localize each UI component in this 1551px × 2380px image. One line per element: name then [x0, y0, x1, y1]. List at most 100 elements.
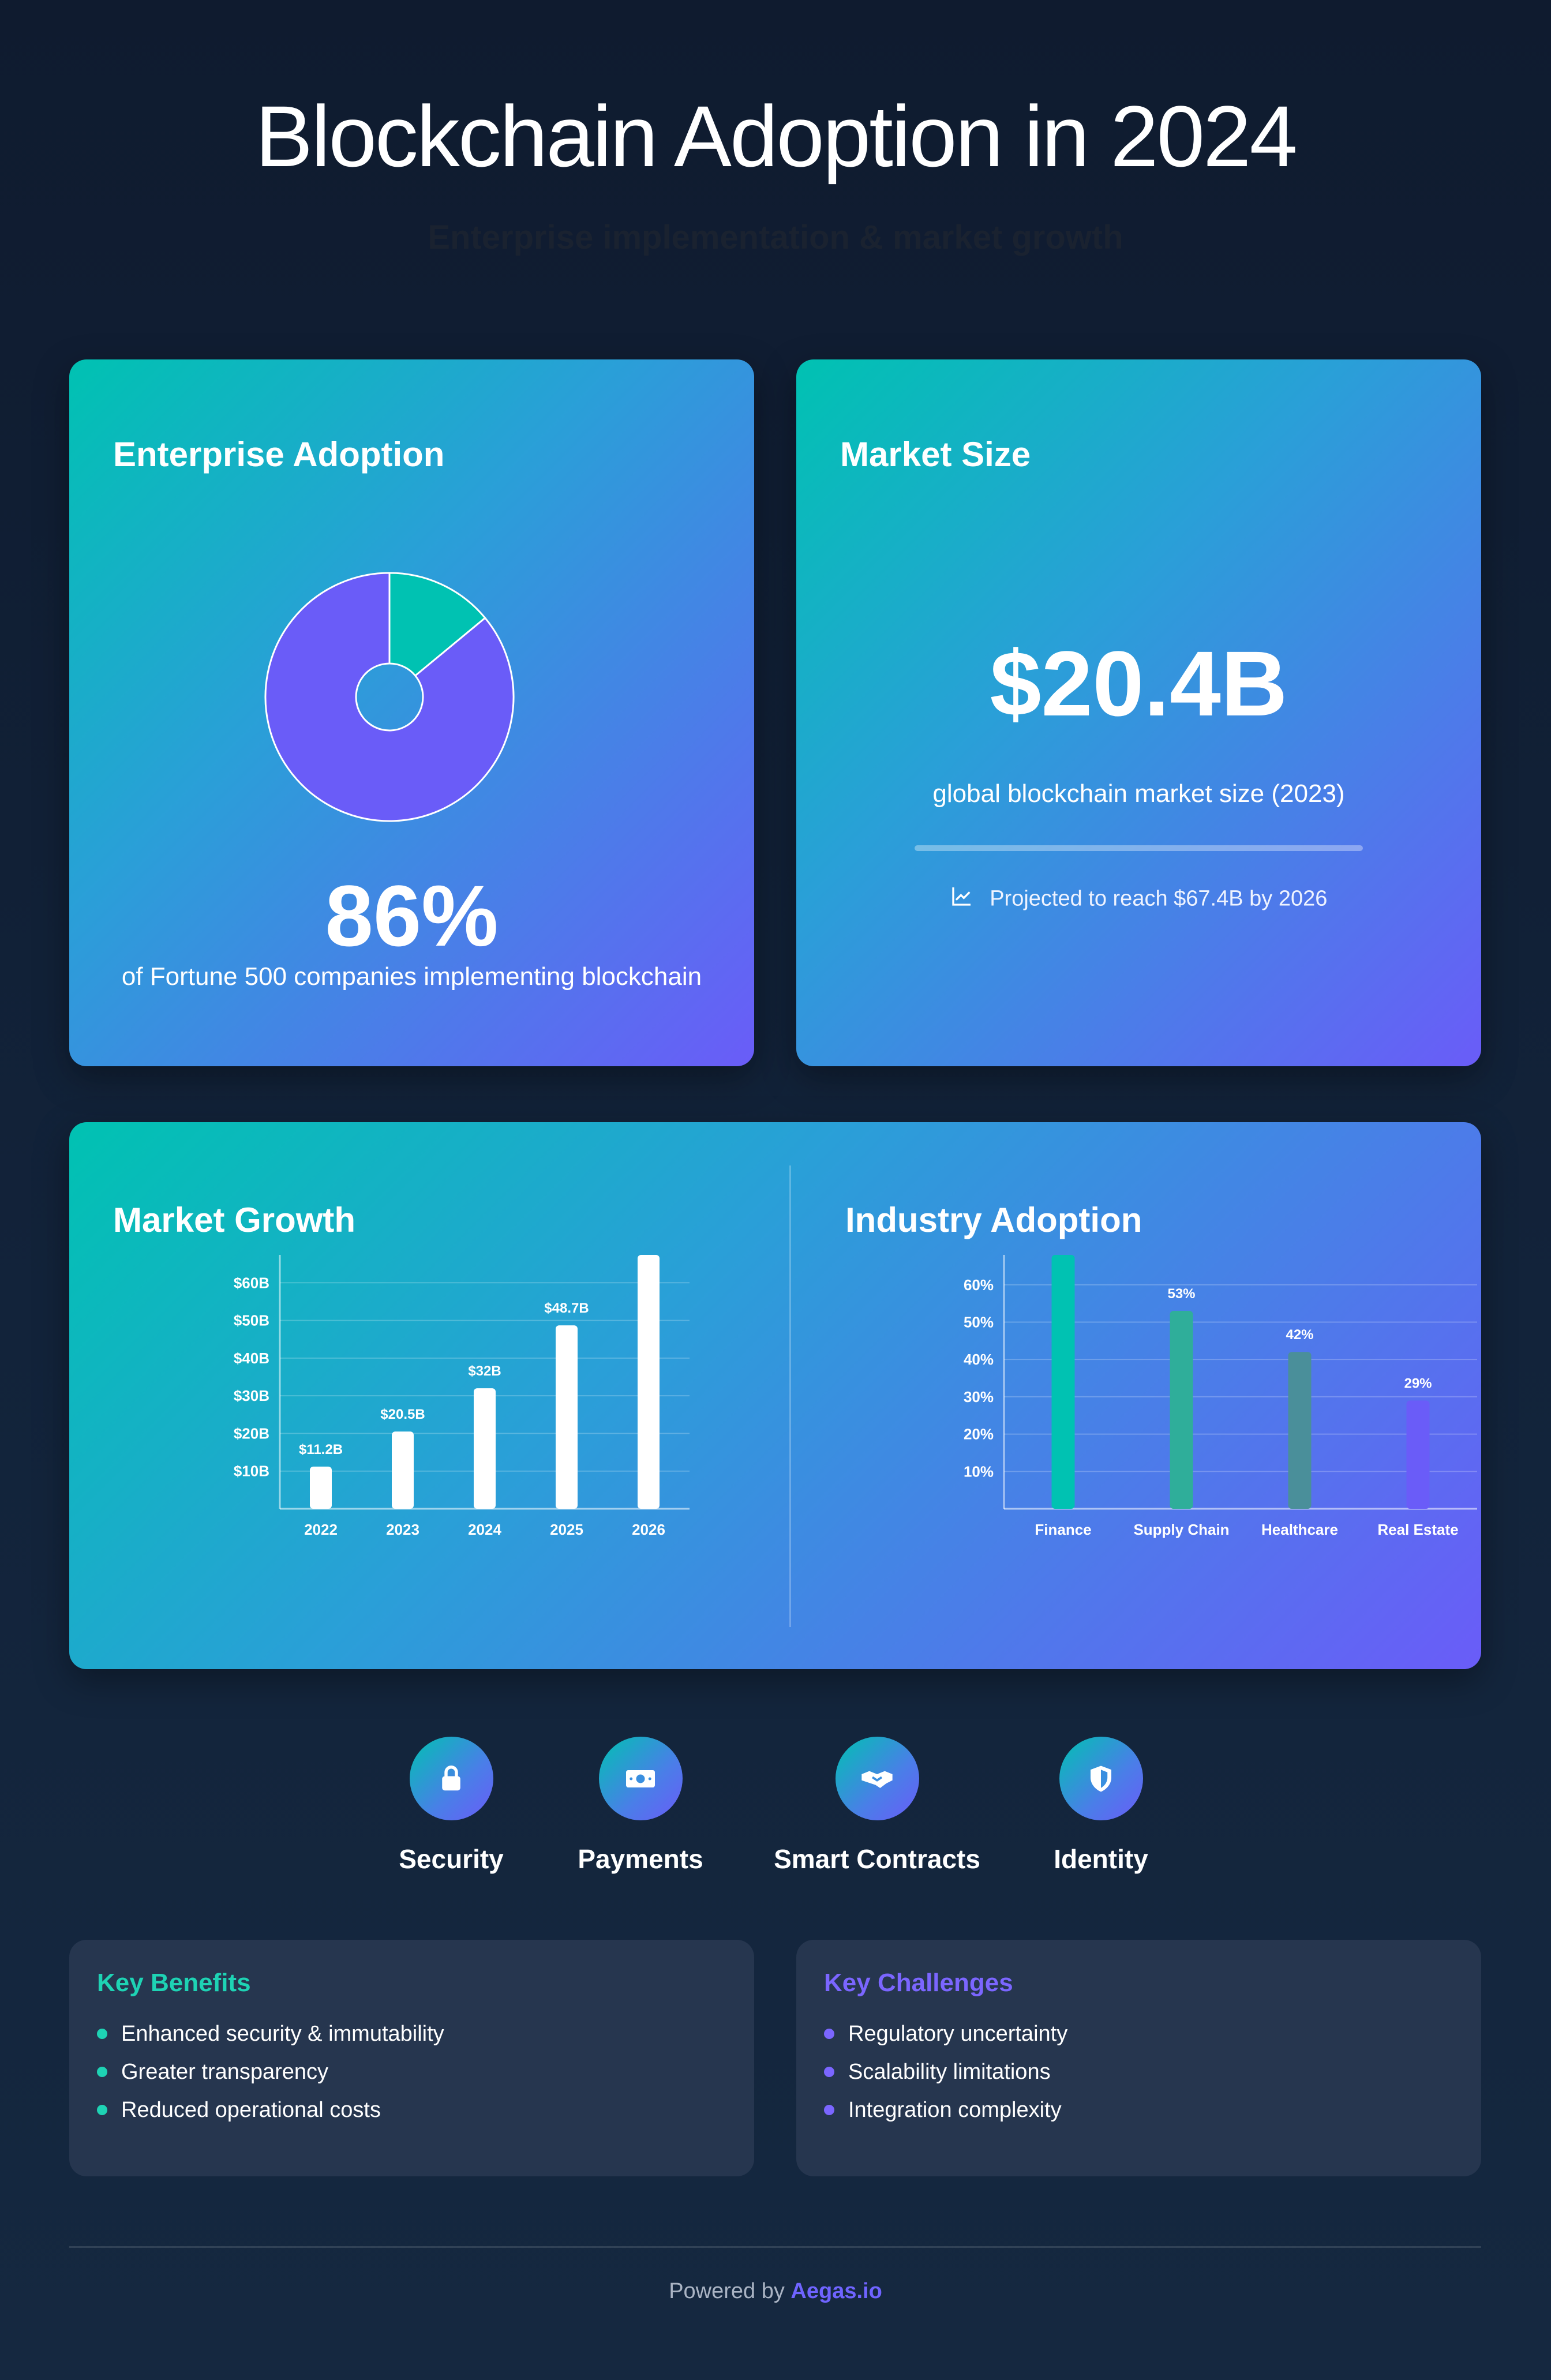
pie-slice	[388, 572, 486, 677]
key-benefits-title: Key Benefits	[97, 1969, 251, 1997]
money-icon	[598, 1737, 683, 1820]
shield-icon	[1059, 1737, 1143, 1820]
x-tick-label: 2024	[468, 1521, 501, 1538]
market-projection: Projected to reach $67.4B by 2026	[796, 884, 1481, 913]
bullet-dot	[97, 2105, 107, 2115]
footer-prefix: Powered by	[669, 2279, 785, 2303]
y-tick-label: 60%	[964, 1276, 994, 1294]
data-label: $20.5B	[380, 1407, 425, 1422]
market-growth-chart: $10B $20B $30B $40B $50B $60B $11.2B 2022 $20.5B…	[234, 1255, 690, 1538]
data-label: $32B	[468, 1363, 501, 1379]
page-subtitle: Enterprise implementation & market growt…	[428, 219, 1123, 256]
y-tick-label: 50%	[964, 1313, 994, 1330]
adoption-percentage: 86%	[325, 867, 499, 964]
key-benefits-card: Key Benefits Enhanced security & immutab…	[69, 1940, 754, 2176]
charts-card: Market Growth Industry Adoption $10B $20B…	[69, 1122, 1481, 1669]
benefit-text: Greater transparency	[121, 2059, 329, 2084]
category-payments[interactable]: Payments	[525, 1737, 756, 1875]
data-label: 29%	[1404, 1375, 1432, 1391]
benefit-text: Enhanced security & immutability	[121, 2021, 444, 2046]
category-identity[interactable]: Identity	[986, 1737, 1216, 1875]
industry-adoption-title: Industry Adoption	[845, 1201, 1142, 1239]
list-item: Reduced operational costs	[97, 2091, 444, 2129]
y-tick-label: $40B	[234, 1350, 269, 1367]
bullet-dot	[824, 2105, 834, 2115]
y-tick-label: $50B	[234, 1312, 269, 1329]
x-tick-label: 2023	[386, 1521, 419, 1538]
benefit-text: Reduced operational costs	[121, 2097, 381, 2122]
data-label: $11.2B	[299, 1442, 343, 1457]
category-label: Security	[399, 1844, 504, 1874]
x-tick-label: 2026	[632, 1521, 665, 1538]
page-title: Blockchain Adoption in 2024	[255, 88, 1298, 185]
key-challenges-card: Key Challenges Regulatory uncertainty Sc…	[796, 1940, 1481, 2176]
y-tick-label: $20B	[234, 1425, 269, 1442]
challenge-text: Regulatory uncertainty	[848, 2021, 1068, 2046]
y-tick-label: 10%	[964, 1463, 994, 1480]
challenge-text: Scalability limitations	[848, 2059, 1051, 2084]
market-size-caption: global blockchain market size (2023)	[932, 779, 1345, 808]
x-tick-label: 2022	[304, 1521, 338, 1538]
category-smart-contracts[interactable]: Smart Contracts	[762, 1737, 992, 1875]
market-size-card: Market Size $20.4B global blockchain mar…	[796, 359, 1481, 1066]
trend-up-icon	[950, 884, 973, 913]
enterprise-adoption-card: Enterprise Adoption 86% of Fortune 500 c…	[69, 359, 754, 1066]
data-label: 53%	[1167, 1286, 1195, 1302]
market-growth-title: Market Growth	[113, 1201, 356, 1239]
challenge-text: Integration complexity	[848, 2097, 1062, 2122]
key-challenges-title: Key Challenges	[824, 1969, 1013, 1997]
footer-divider	[69, 2246, 1481, 2248]
lock-icon	[409, 1737, 493, 1820]
adoption-caption: of Fortune 500 companies implementing bl…	[121, 962, 702, 991]
bar	[638, 1255, 660, 1509]
category-label: Smart Contracts	[774, 1844, 980, 1874]
x-tick-label: Real Estate	[1377, 1521, 1458, 1538]
bar	[392, 1431, 414, 1509]
key-benefits-list: Enhanced security & immutability Greater…	[97, 2015, 444, 2129]
key-challenges-list: Regulatory uncertainty Scalability limit…	[824, 2015, 1067, 2129]
data-label: 42%	[1286, 1327, 1313, 1343]
market-size-value: $20.4B	[990, 632, 1288, 735]
market-projection-text: Projected to reach $67.4B by 2026	[990, 886, 1328, 911]
bullet-dot	[97, 2029, 107, 2039]
adoption-donut-chart	[264, 572, 515, 822]
bullet-dot	[824, 2029, 834, 2039]
y-tick-label: 30%	[964, 1388, 994, 1405]
category-security[interactable]: Security	[336, 1737, 567, 1875]
market-divider	[915, 845, 1363, 851]
footer: Powered by Aegas.io	[0, 2279, 1551, 2304]
y-tick-label: $60B	[234, 1274, 269, 1291]
x-tick-label: Finance	[1035, 1521, 1091, 1538]
list-item: Regulatory uncertainty	[824, 2015, 1067, 2053]
market-size-title: Market Size	[840, 435, 1031, 474]
bullet-dot	[97, 2067, 107, 2077]
x-tick-label: Supply Chain	[1133, 1521, 1229, 1538]
list-item: Integration complexity	[824, 2091, 1067, 2129]
enterprise-adoption-title: Enterprise Adoption	[113, 435, 445, 474]
list-item: Scalability limitations	[824, 2053, 1067, 2091]
y-tick-label: 40%	[964, 1351, 994, 1368]
bar	[1288, 1352, 1312, 1509]
list-item: Greater transparency	[97, 2053, 444, 2091]
bar	[310, 1466, 332, 1509]
footer-brand-link[interactable]: Aegas.io	[791, 2279, 882, 2303]
pie-slice	[264, 572, 515, 822]
bar	[1406, 1400, 1430, 1509]
x-tick-label: 2025	[550, 1521, 583, 1538]
category-label: Payments	[578, 1844, 703, 1874]
category-icons-row: Security Payments Smart Contracts Identi…	[0, 1737, 1551, 1887]
bar	[556, 1325, 578, 1509]
handshake-icon	[835, 1737, 919, 1820]
charts-divider	[789, 1165, 791, 1627]
category-label: Identity	[1054, 1844, 1148, 1874]
bullet-dot	[824, 2067, 834, 2077]
list-item: Enhanced security & immutability	[97, 2015, 444, 2053]
bar	[1051, 1255, 1075, 1509]
x-tick-label: Healthcare	[1261, 1521, 1338, 1538]
bar	[1170, 1311, 1193, 1509]
data-label: $48.7B	[544, 1300, 589, 1316]
y-tick-label: 20%	[964, 1426, 994, 1443]
y-tick-label: $10B	[234, 1463, 269, 1480]
y-tick-label: $30B	[234, 1387, 269, 1404]
